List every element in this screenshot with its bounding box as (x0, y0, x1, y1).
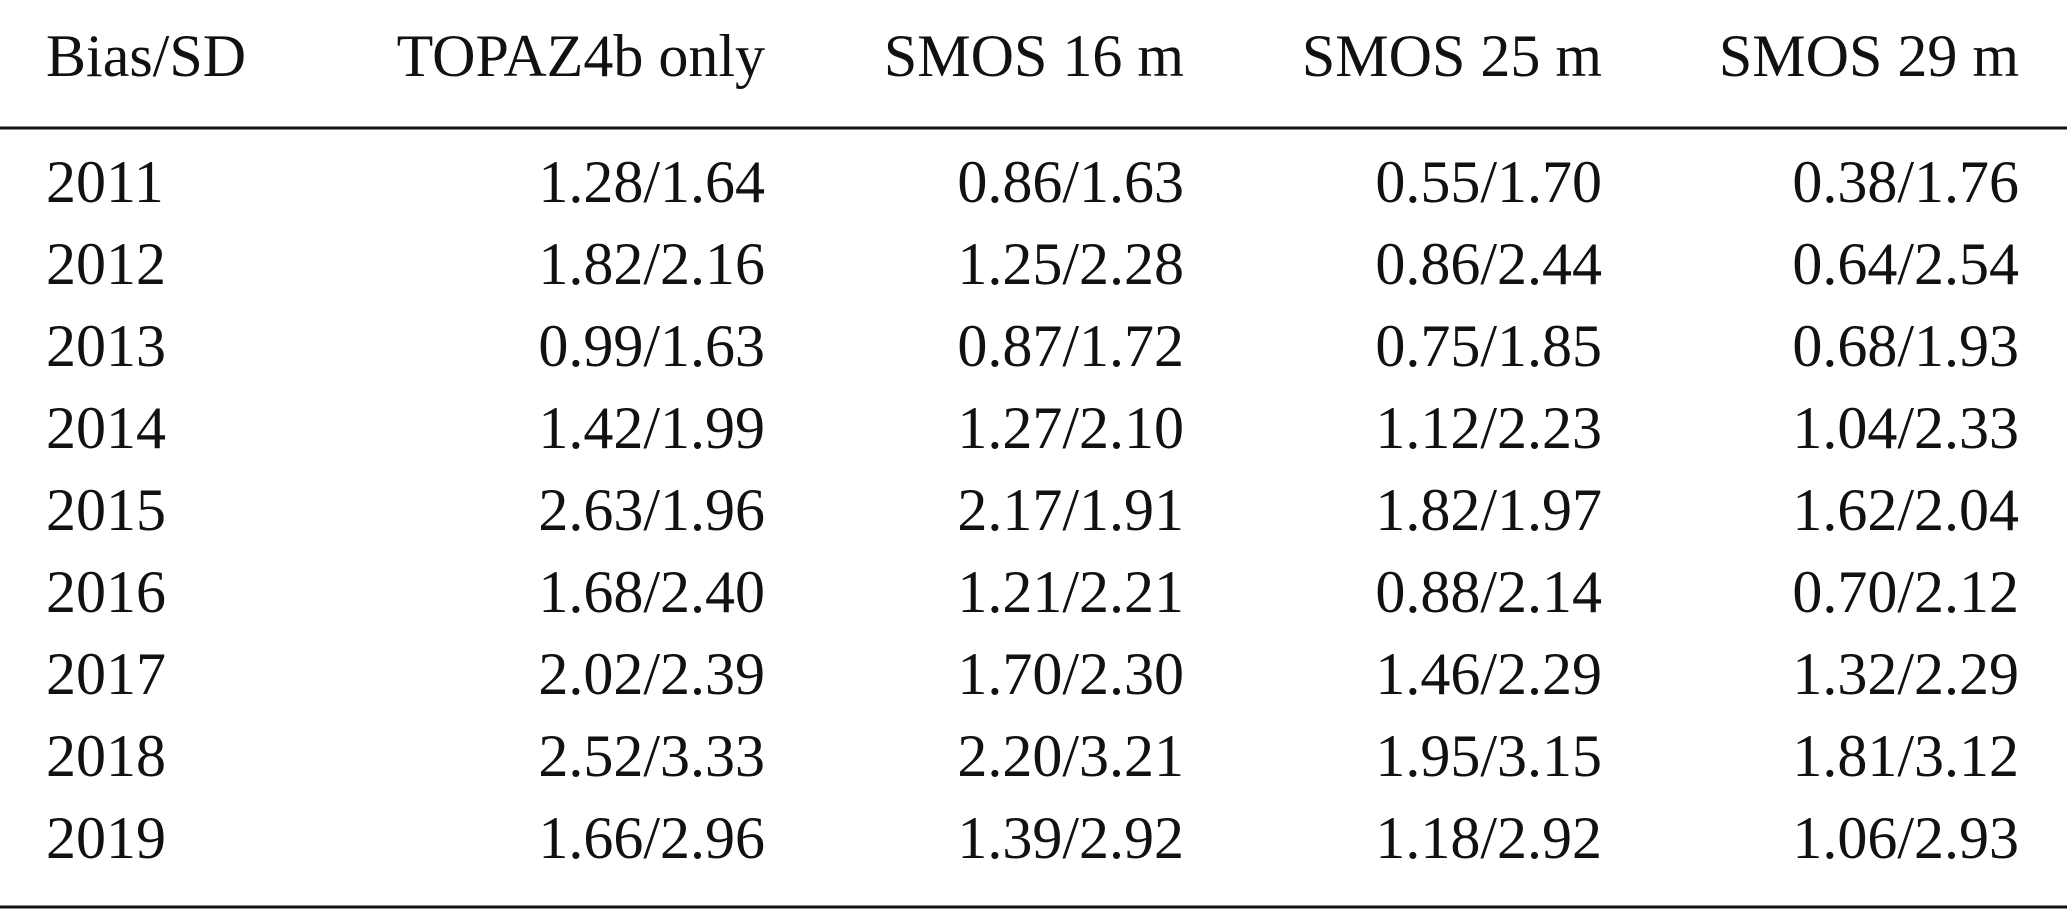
cell: 1.32/2.29 (1792, 641, 2019, 707)
cell: 2.02/2.39 (538, 641, 765, 707)
row-label: 2013 (46, 313, 166, 379)
cell: 1.04/2.33 (1792, 395, 2019, 461)
cell: 0.88/2.14 (1375, 559, 1602, 625)
cell: 1.82/2.16 (538, 231, 765, 297)
row-label: 2014 (46, 395, 166, 461)
header-cell: Bias/SD (46, 23, 246, 89)
header-cell: TOPAZ4b only (397, 23, 765, 89)
cell: 2.20/3.21 (957, 723, 1184, 789)
header-cell: SMOS 25 m (1302, 23, 1602, 89)
cell: 1.82/1.97 (1375, 477, 1602, 543)
cell: 1.70/2.30 (957, 641, 1184, 707)
cell: 1.66/2.96 (538, 805, 765, 871)
row-label: 2016 (46, 559, 166, 625)
cell: 0.99/1.63 (538, 313, 765, 379)
cell: 1.62/2.04 (1792, 477, 2019, 543)
cell: 1.95/3.15 (1375, 723, 1602, 789)
row-label: 2015 (46, 477, 166, 543)
cell: 1.68/2.40 (538, 559, 765, 625)
header-cell: SMOS 16 m (884, 23, 1184, 89)
cell: 1.25/2.28 (957, 231, 1184, 297)
row-label: 2017 (46, 641, 166, 707)
cell: 0.87/1.72 (957, 313, 1184, 379)
cell: 0.86/1.63 (957, 149, 1184, 215)
cell: 0.55/1.70 (1375, 149, 1602, 215)
cell: 0.70/2.12 (1792, 559, 2019, 625)
row-label: 2011 (46, 149, 164, 215)
row-label: 2018 (46, 723, 166, 789)
cell: 1.27/2.10 (957, 395, 1184, 461)
cell: 1.28/1.64 (538, 149, 765, 215)
cell: 1.18/2.92 (1375, 805, 1602, 871)
cell: 1.39/2.92 (957, 805, 1184, 871)
cell: 1.46/2.29 (1375, 641, 1602, 707)
cell: 0.38/1.76 (1792, 149, 2019, 215)
cell: 1.21/2.21 (957, 559, 1184, 625)
cell: 2.63/1.96 (538, 477, 765, 543)
cell: 0.75/1.85 (1375, 313, 1602, 379)
header-cell: SMOS 29 m (1719, 23, 2019, 89)
cell: 1.06/2.93 (1792, 805, 2019, 871)
cell: 2.17/1.91 (957, 477, 1184, 543)
row-label: 2019 (46, 805, 166, 871)
cell: 1.81/3.12 (1792, 723, 2019, 789)
row-label: 2012 (46, 231, 166, 297)
cell: 2.52/3.33 (538, 723, 765, 789)
cell: 1.12/2.23 (1375, 395, 1602, 461)
cell: 1.42/1.99 (538, 395, 765, 461)
cell: 0.86/2.44 (1375, 231, 1602, 297)
cell: 0.64/2.54 (1792, 231, 2019, 297)
cell: 0.68/1.93 (1792, 313, 2019, 379)
